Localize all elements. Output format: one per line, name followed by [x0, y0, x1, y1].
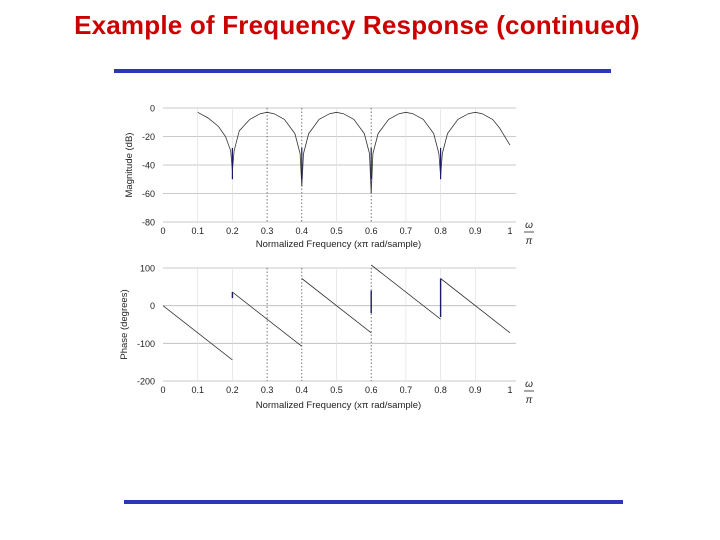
x-tick-label: 0.7	[400, 226, 413, 236]
x-tick-label: 0	[160, 385, 165, 395]
x-tick-label: 0.4	[296, 385, 309, 395]
x-tick-label: 0.9	[469, 226, 482, 236]
series-line	[301, 111, 372, 194]
x-tick-label: 0.6	[365, 226, 378, 236]
x-tick-label: 0.2	[226, 385, 239, 395]
x-tick-label: 0.7	[400, 385, 413, 395]
x-tick-label: 0	[160, 226, 165, 236]
x-tick-label: 0.5	[330, 226, 343, 236]
x-axis-label: Normalized Frequency (xπ rad/sample)	[256, 239, 421, 250]
x-tick-label: 0.1	[191, 226, 204, 236]
y-tick-label: -60	[142, 189, 155, 199]
phase-plot: 100 0 -100 -200 0 0.1 0.2 0.3 0.4 0.5 0.6 0.7 0.8 0.9…	[119, 264, 534, 411]
pi-label: π	[526, 236, 533, 247]
series-line	[370, 264, 441, 320]
x-tick-label: 1	[507, 226, 512, 236]
x-tick-label: 0.6	[365, 385, 378, 395]
x-tick-label: 0.4	[296, 226, 309, 236]
series-line	[440, 278, 511, 334]
x-tick-label: 0.2	[226, 226, 239, 236]
y-tick-label: 0	[150, 104, 155, 114]
y-tick-label: 100	[140, 264, 155, 274]
y-axis-label: Magnitude (dB)	[124, 133, 135, 198]
y-axis-label: Phase (degrees)	[119, 289, 130, 359]
x-tick-label: 0.1	[191, 385, 204, 395]
series-line	[301, 278, 372, 334]
omega-label: ω	[525, 379, 533, 390]
pi-label: π	[526, 395, 533, 406]
y-tick-label: -40	[142, 161, 155, 171]
bottom-rule	[124, 500, 623, 504]
y-tick-label: -80	[142, 218, 155, 228]
top-rule	[114, 69, 611, 73]
y-tick-label: -20	[142, 132, 155, 142]
series-line	[232, 111, 303, 187]
y-tick-label: 0	[150, 301, 155, 311]
series-line	[440, 111, 511, 177]
x-tick-label: 0.9	[469, 385, 482, 395]
series-line	[232, 291, 303, 347]
x-tick-label: 1	[507, 385, 512, 395]
series-line	[197, 111, 233, 171]
series-line	[162, 305, 233, 361]
x-tick-label: 0.3	[261, 226, 274, 236]
y-tick-label: -100	[137, 339, 155, 349]
slide-title: Example of Frequency Response (continued…	[74, 10, 640, 40]
x-tick-label: 0.8	[434, 226, 447, 236]
x-tick-label: 0.3	[261, 385, 274, 395]
omega-label: ω	[525, 220, 533, 231]
x-axis-label: Normalized Frequency (xπ rad/sample)	[256, 400, 421, 411]
y-tick-label: -200	[137, 377, 155, 387]
series-line	[370, 111, 441, 194]
magnitude-plot: 0 -20 -40 -60 -80 0 0.1 0.2 0.3 0.4 0.5 0.6 0.7 0.8 0.…	[124, 104, 534, 250]
x-tick-label: 0.8	[434, 385, 447, 395]
x-tick-label: 0.5	[330, 385, 343, 395]
